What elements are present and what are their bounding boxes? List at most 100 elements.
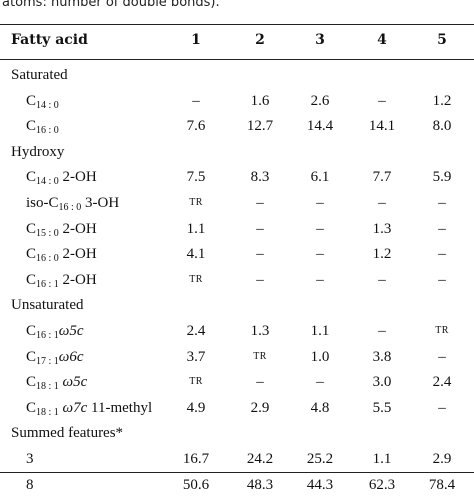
group-label: Hydroxy [11, 143, 65, 160]
fatty-acid-label: C16 : 0 [26, 113, 59, 141]
value-cell-col-3: 4.8 [310, 399, 330, 416]
value-cell-col-2: 1.6 [250, 92, 270, 109]
fatty-acid-label: C18 : 1 ω7c 11-methyl [26, 395, 152, 423]
value-cell-col-5: TR [435, 325, 449, 336]
label-part: 2-OH [58, 169, 97, 186]
value-cell-col-3: – [316, 246, 324, 263]
top-rule [0, 24, 474, 25]
label-subscript: 16 : 0 [58, 202, 82, 213]
value-cell-col-5: 1.2 [432, 92, 452, 109]
fatty-acid-label: 3 [26, 446, 34, 472]
table-row: C16 : 0 2-OH 4.1 – – 1.2 – [0, 241, 474, 267]
fatty-acid-label: C16 : 0 2-OH [26, 241, 97, 269]
table-row: C18 : 1 ω7c 11-methyl 4.9 2.9 4.8 5.5 – [0, 395, 474, 421]
fatty-acid-label: C16 : 1ω5c [26, 318, 84, 346]
label-subscript: 16 : 1 [36, 278, 59, 290]
value-cell-col-3: 2.6 [310, 92, 330, 109]
fatty-acid-label: C16 : 1 2-OH [26, 267, 97, 295]
label-subscript: 16 : 0 [36, 125, 59, 137]
value-cell-col-5: 5.9 [432, 169, 452, 186]
group-label: Summed features* [11, 425, 124, 442]
header-col-2: 2 [255, 32, 265, 48]
value-cell-col-4: 1.1 [372, 451, 392, 467]
value-cell-col-3: – [316, 195, 324, 211]
value-cell-col-1: 4.1 [186, 246, 206, 263]
value-cell-col-5: 2.9 [432, 451, 452, 467]
table-row: C17 : 1ω6c 3.7 TR 1.0 3.8 – [0, 344, 474, 370]
label-part: C [26, 399, 37, 416]
value-cell-col-2: 24.2 [246, 451, 274, 467]
table-row: 3 16.7 24.2 25.2 1.1 2.9 [0, 446, 474, 472]
label-part: ω7c [62, 399, 88, 416]
value-cell-col-2: – [256, 374, 264, 391]
group-header-row: Saturated [0, 62, 474, 88]
value-cell-col-5: – [438, 399, 446, 416]
value-cell-col-1: 16.7 [182, 451, 210, 467]
value-cell-col-4: – [378, 271, 386, 288]
value-cell-col-4: – [378, 323, 386, 339]
label-part: 8 [26, 476, 34, 493]
label-part: C [26, 323, 37, 339]
table-caption: atoms: number of double bonds). [0, 0, 474, 22]
group-label: Saturated [11, 67, 68, 83]
value-cell-col-2: 12.7 [246, 118, 274, 135]
label-part: C [26, 118, 37, 135]
value-cell-col-5: – [438, 195, 446, 211]
value-cell-col-3: 1.0 [310, 348, 330, 365]
header-col-3: 3 [315, 32, 325, 48]
value-cell-col-4: 3.8 [372, 348, 392, 365]
value-cell-col-3: – [316, 374, 324, 391]
group-header-row: Hydroxy [0, 139, 474, 165]
value-cell-col-3: – [316, 271, 324, 288]
label-subscript: 17 : 1 [36, 355, 59, 367]
bottom-rule [0, 472, 474, 473]
label-part: 2-OH [58, 220, 97, 237]
label-part: ω6c [58, 348, 84, 365]
value-cell-col-1: 7.6 [186, 118, 206, 135]
label-subscript: 14 : 0 [36, 99, 59, 111]
value-cell-col-3: 6.1 [310, 169, 330, 186]
header-col-5: 5 [437, 32, 447, 48]
value-cell-col-4: 1.3 [372, 220, 392, 237]
label-part: C [26, 92, 37, 109]
value-cell-col-3: 25.2 [306, 451, 334, 467]
value-cell-col-5: – [438, 271, 446, 288]
label-part: 2-OH [58, 271, 97, 288]
value-cell-col-1: TR [189, 376, 203, 388]
label-part: C [26, 348, 37, 365]
group-label: Unsaturated [11, 297, 84, 314]
value-cell-col-5: 78.4 [428, 476, 456, 493]
value-cell-col-1: 2.4 [186, 323, 206, 339]
value-cell-col-3: 44.3 [306, 476, 334, 493]
value-cell-col-2: – [256, 246, 264, 263]
value-cell-col-1: TR [189, 273, 203, 285]
table-row: iso-C16 : 0 3-OH TR – – – – [0, 190, 474, 216]
label-part: 3-OH [81, 195, 120, 211]
fatty-acid-label: C14 : 0 2-OH [26, 164, 97, 192]
value-cell-col-2: 48.3 [246, 476, 274, 493]
value-cell-col-3: 14.4 [306, 118, 334, 135]
fatty-acid-label: C17 : 1ω6c [26, 344, 84, 372]
fatty-acid-label: 8 [26, 472, 34, 498]
caption-text: atoms: number of double bonds). [2, 0, 220, 10]
header-rule [0, 59, 474, 60]
label-subscript: 15 : 0 [36, 227, 59, 239]
value-cell-col-4: 5.5 [372, 399, 392, 416]
value-cell-col-4: – [378, 92, 386, 109]
value-cell-col-2: 2.9 [250, 399, 270, 416]
label-part: C [26, 220, 37, 237]
value-cell-col-5: – [438, 220, 446, 237]
value-cell-col-1: – [192, 92, 200, 109]
value-cell-col-5: 2.4 [432, 374, 452, 391]
table-row: 8 50.6 48.3 44.3 62.3 78.4 [0, 472, 474, 498]
fatty-acid-label: C15 : 0 2-OH [26, 216, 97, 244]
value-cell-col-1: 3.7 [186, 348, 206, 365]
value-cell-col-1: TR [189, 197, 203, 208]
label-part: C [26, 374, 37, 391]
value-cell-col-4: 62.3 [368, 476, 396, 493]
label-part: 2-OH [58, 246, 97, 263]
value-cell-col-5: – [438, 246, 446, 263]
label-subscript: 16 : 0 [36, 253, 59, 265]
value-cell-col-4: – [378, 195, 386, 211]
label-subscript: 18 : 1 [36, 406, 59, 418]
